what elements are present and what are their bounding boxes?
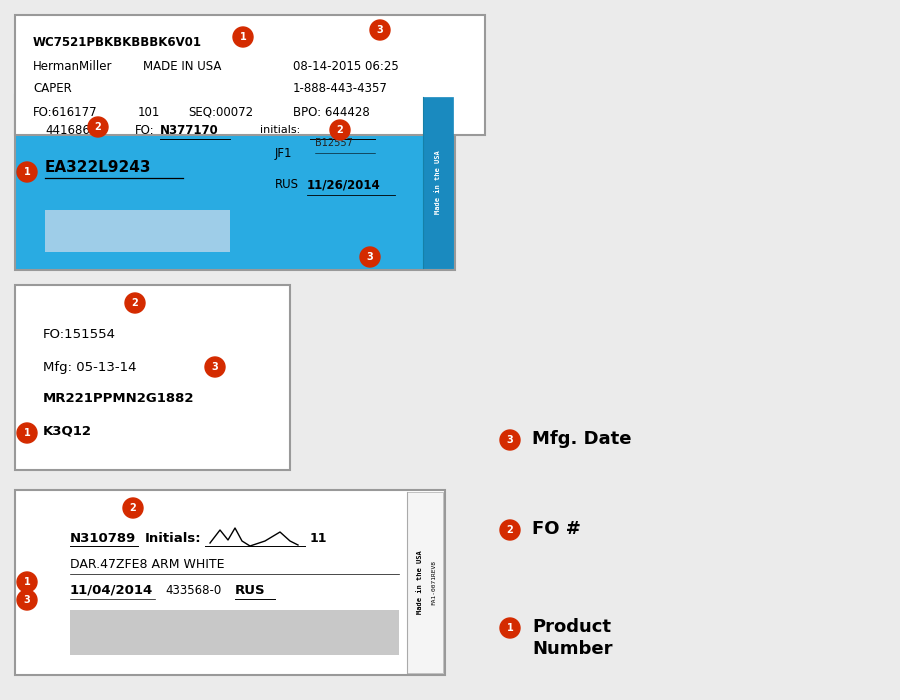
Text: initials:: initials: xyxy=(260,125,301,135)
Circle shape xyxy=(500,520,520,540)
Text: DAR.47ZFE8 ARM WHITE: DAR.47ZFE8 ARM WHITE xyxy=(70,559,224,571)
Text: 441686-0: 441686-0 xyxy=(45,123,102,136)
Text: 2: 2 xyxy=(337,125,344,135)
Text: 1: 1 xyxy=(23,428,31,438)
FancyBboxPatch shape xyxy=(407,492,443,673)
Text: RUS: RUS xyxy=(235,584,266,596)
Text: WC7521PBKBKBBBK6V01: WC7521PBKBKBBBK6V01 xyxy=(33,36,202,50)
Text: MADE IN USA: MADE IN USA xyxy=(143,60,221,74)
Text: 11/04/2014: 11/04/2014 xyxy=(70,584,153,596)
Circle shape xyxy=(500,430,520,450)
Text: 2: 2 xyxy=(94,122,102,132)
Text: Number: Number xyxy=(532,640,613,658)
FancyBboxPatch shape xyxy=(70,610,399,655)
Text: N377170: N377170 xyxy=(160,123,219,136)
Text: 3: 3 xyxy=(376,25,383,35)
Text: Initials:: Initials: xyxy=(145,531,202,545)
Text: 1: 1 xyxy=(239,32,247,42)
Text: 2: 2 xyxy=(130,503,137,513)
Text: 2: 2 xyxy=(507,525,513,535)
Circle shape xyxy=(123,498,143,518)
Text: 3: 3 xyxy=(212,362,219,372)
Circle shape xyxy=(17,423,37,443)
FancyBboxPatch shape xyxy=(45,210,230,252)
Text: 2: 2 xyxy=(131,298,139,308)
Text: Mfg: 05-13-14: Mfg: 05-13-14 xyxy=(43,360,137,374)
Text: Made in the USA: Made in the USA xyxy=(435,150,441,214)
Circle shape xyxy=(17,590,37,610)
Text: RUS: RUS xyxy=(275,178,299,192)
Text: FO:: FO: xyxy=(135,123,155,136)
Text: 1: 1 xyxy=(23,577,31,587)
Text: BPO: 644428: BPO: 644428 xyxy=(293,106,370,118)
Text: FO #: FO # xyxy=(532,520,580,538)
FancyBboxPatch shape xyxy=(15,490,445,675)
Text: JF1: JF1 xyxy=(275,146,292,160)
Text: HermanMiller: HermanMiller xyxy=(33,60,112,74)
Text: 433568-0: 433568-0 xyxy=(165,584,221,596)
Text: N310789: N310789 xyxy=(70,531,136,545)
Circle shape xyxy=(370,20,390,40)
Text: Product: Product xyxy=(532,618,611,636)
Text: 101: 101 xyxy=(138,106,160,118)
Text: Mfg. Date: Mfg. Date xyxy=(532,430,632,448)
Text: 11/26/2014: 11/26/2014 xyxy=(307,178,381,192)
FancyBboxPatch shape xyxy=(423,97,453,268)
Text: B12557: B12557 xyxy=(315,138,353,148)
Text: 08-14-2015 06:25: 08-14-2015 06:25 xyxy=(293,60,399,74)
Circle shape xyxy=(233,27,253,47)
Text: MR221PPMN2G1882: MR221PPMN2G1882 xyxy=(43,393,194,405)
Text: 3: 3 xyxy=(23,595,31,605)
Circle shape xyxy=(17,572,37,592)
Circle shape xyxy=(205,357,225,377)
FancyBboxPatch shape xyxy=(15,285,290,470)
Text: Made in the USA: Made in the USA xyxy=(417,551,423,615)
Text: FA1-0071REV8: FA1-0071REV8 xyxy=(431,560,436,605)
Text: CAPER: CAPER xyxy=(33,83,72,95)
Text: 1-888-443-4357: 1-888-443-4357 xyxy=(293,83,388,95)
Circle shape xyxy=(88,117,108,137)
Text: FO:616177: FO:616177 xyxy=(33,106,97,118)
Text: 1: 1 xyxy=(23,167,31,177)
Text: SEQ:00072: SEQ:00072 xyxy=(188,106,253,118)
FancyBboxPatch shape xyxy=(15,15,485,135)
Text: 1: 1 xyxy=(507,623,513,633)
Text: 3: 3 xyxy=(366,252,373,262)
Circle shape xyxy=(500,618,520,638)
FancyBboxPatch shape xyxy=(15,95,455,270)
Text: EA322L9243: EA322L9243 xyxy=(45,160,151,174)
Text: K3Q12: K3Q12 xyxy=(43,424,92,438)
Circle shape xyxy=(125,293,145,313)
Text: 11: 11 xyxy=(310,531,328,545)
Circle shape xyxy=(360,247,380,267)
Circle shape xyxy=(17,162,37,182)
Circle shape xyxy=(330,120,350,140)
Text: FO:151554: FO:151554 xyxy=(43,328,116,342)
Text: 3: 3 xyxy=(507,435,513,445)
